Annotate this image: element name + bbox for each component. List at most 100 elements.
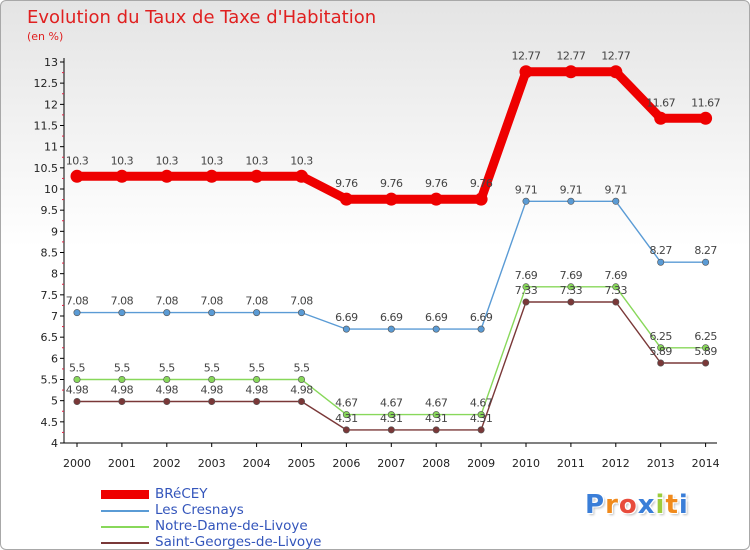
data-point xyxy=(297,375,305,383)
data-point xyxy=(163,375,171,383)
legend-label: Les Cresnays xyxy=(155,502,244,518)
data-point xyxy=(339,192,353,206)
data-point xyxy=(73,375,81,383)
logo-letter: t xyxy=(665,490,679,520)
data-label: 5.5 xyxy=(249,362,265,375)
logo-letter: i xyxy=(655,490,666,520)
legend-label: BRéCEY xyxy=(155,486,208,502)
x-tick-label: 2008 xyxy=(422,457,450,470)
data-label: 12.77 xyxy=(601,50,630,63)
data-label: 5.5 xyxy=(69,362,85,375)
x-tick-label: 2004 xyxy=(243,457,271,470)
data-point xyxy=(699,111,713,125)
x-tick-label: 2011 xyxy=(557,457,585,470)
y-tick-label: 4.5 xyxy=(41,416,59,429)
y-tick-label: 10.5 xyxy=(34,162,59,175)
legend-swatch xyxy=(101,526,149,528)
data-point xyxy=(522,197,530,205)
data-label: 5.5 xyxy=(294,362,310,375)
data-label: 10.3 xyxy=(156,154,179,167)
data-label: 4.67 xyxy=(470,397,493,410)
data-point xyxy=(432,426,440,434)
data-point xyxy=(297,309,305,317)
data-label: 7.69 xyxy=(515,269,538,282)
data-label: 7.08 xyxy=(290,295,313,308)
data-label: 4.67 xyxy=(335,397,358,410)
data-label: 9.76 xyxy=(335,177,358,190)
y-tick-label: 7 xyxy=(51,310,58,323)
x-tick-label: 2000 xyxy=(63,457,91,470)
x-tick-label: 2013 xyxy=(647,457,675,470)
unit-label: (en %) xyxy=(27,30,64,43)
data-label: 10.3 xyxy=(245,154,268,167)
data-point xyxy=(160,169,174,183)
data-label: 4.31 xyxy=(335,412,358,425)
y-tick-label: 12 xyxy=(44,98,58,111)
data-label: 4.98 xyxy=(245,384,268,397)
data-label: 6.69 xyxy=(470,311,493,324)
data-point xyxy=(384,192,398,206)
data-label: 5.5 xyxy=(204,362,220,375)
data-label: 7.08 xyxy=(200,295,223,308)
data-label: 6.25 xyxy=(694,330,717,343)
y-tick-label: 5.5 xyxy=(41,374,59,387)
data-point xyxy=(702,359,710,367)
legend-label: Saint-Georges-de-Livoye xyxy=(155,534,322,550)
data-point xyxy=(73,398,81,406)
data-label: 5.89 xyxy=(694,345,717,358)
legend-swatch xyxy=(101,542,149,544)
data-point xyxy=(612,298,620,306)
data-label: 4.67 xyxy=(425,397,448,410)
data-label: 4.67 xyxy=(380,397,403,410)
proxiti-logo: Proxiti xyxy=(585,490,689,520)
data-point xyxy=(208,398,216,406)
data-point xyxy=(609,65,623,79)
data-point xyxy=(208,375,216,383)
data-point xyxy=(522,298,530,306)
data-point xyxy=(253,375,261,383)
data-label: 7.33 xyxy=(605,284,628,297)
y-tick-label: 10 xyxy=(44,183,58,196)
data-point xyxy=(387,426,395,434)
y-tick-label: 9.5 xyxy=(41,204,59,217)
y-tick-label: 8.5 xyxy=(41,247,59,260)
data-label: 10.3 xyxy=(66,154,89,167)
data-point xyxy=(118,309,126,317)
data-point xyxy=(297,398,305,406)
data-label: 9.76 xyxy=(470,177,493,190)
data-label: 4.98 xyxy=(66,384,89,397)
y-tick-label: 4 xyxy=(51,437,58,450)
legend-swatch xyxy=(101,490,149,499)
data-point xyxy=(118,375,126,383)
data-point xyxy=(342,411,350,419)
y-tick-label: 7.5 xyxy=(41,289,59,302)
data-point xyxy=(115,169,129,183)
y-tick-label: 13 xyxy=(44,56,58,69)
data-point xyxy=(657,258,665,266)
data-label: 7.33 xyxy=(560,284,583,297)
data-label: 12.77 xyxy=(556,50,585,63)
data-label: 10.3 xyxy=(290,154,313,167)
y-tick-label: 5 xyxy=(51,395,58,408)
data-label: 10.3 xyxy=(111,154,134,167)
data-point xyxy=(163,398,171,406)
data-point xyxy=(205,169,219,183)
y-tick-label: 12.5 xyxy=(34,77,59,90)
data-label: 7.08 xyxy=(66,295,89,308)
data-label: 9.76 xyxy=(380,177,403,190)
data-label: 4.98 xyxy=(111,384,134,397)
data-label: 12.77 xyxy=(512,50,541,63)
data-point xyxy=(342,325,350,333)
data-point xyxy=(564,65,578,79)
data-label: 4.31 xyxy=(425,412,448,425)
data-point xyxy=(432,325,440,333)
data-point xyxy=(612,197,620,205)
data-label: 6.25 xyxy=(649,330,672,343)
data-label: 7.69 xyxy=(560,269,583,282)
legend-swatch xyxy=(101,510,149,512)
data-label: 6.69 xyxy=(335,311,358,324)
data-label: 9.71 xyxy=(605,183,628,196)
data-label: 4.31 xyxy=(470,412,493,425)
data-point xyxy=(253,398,261,406)
